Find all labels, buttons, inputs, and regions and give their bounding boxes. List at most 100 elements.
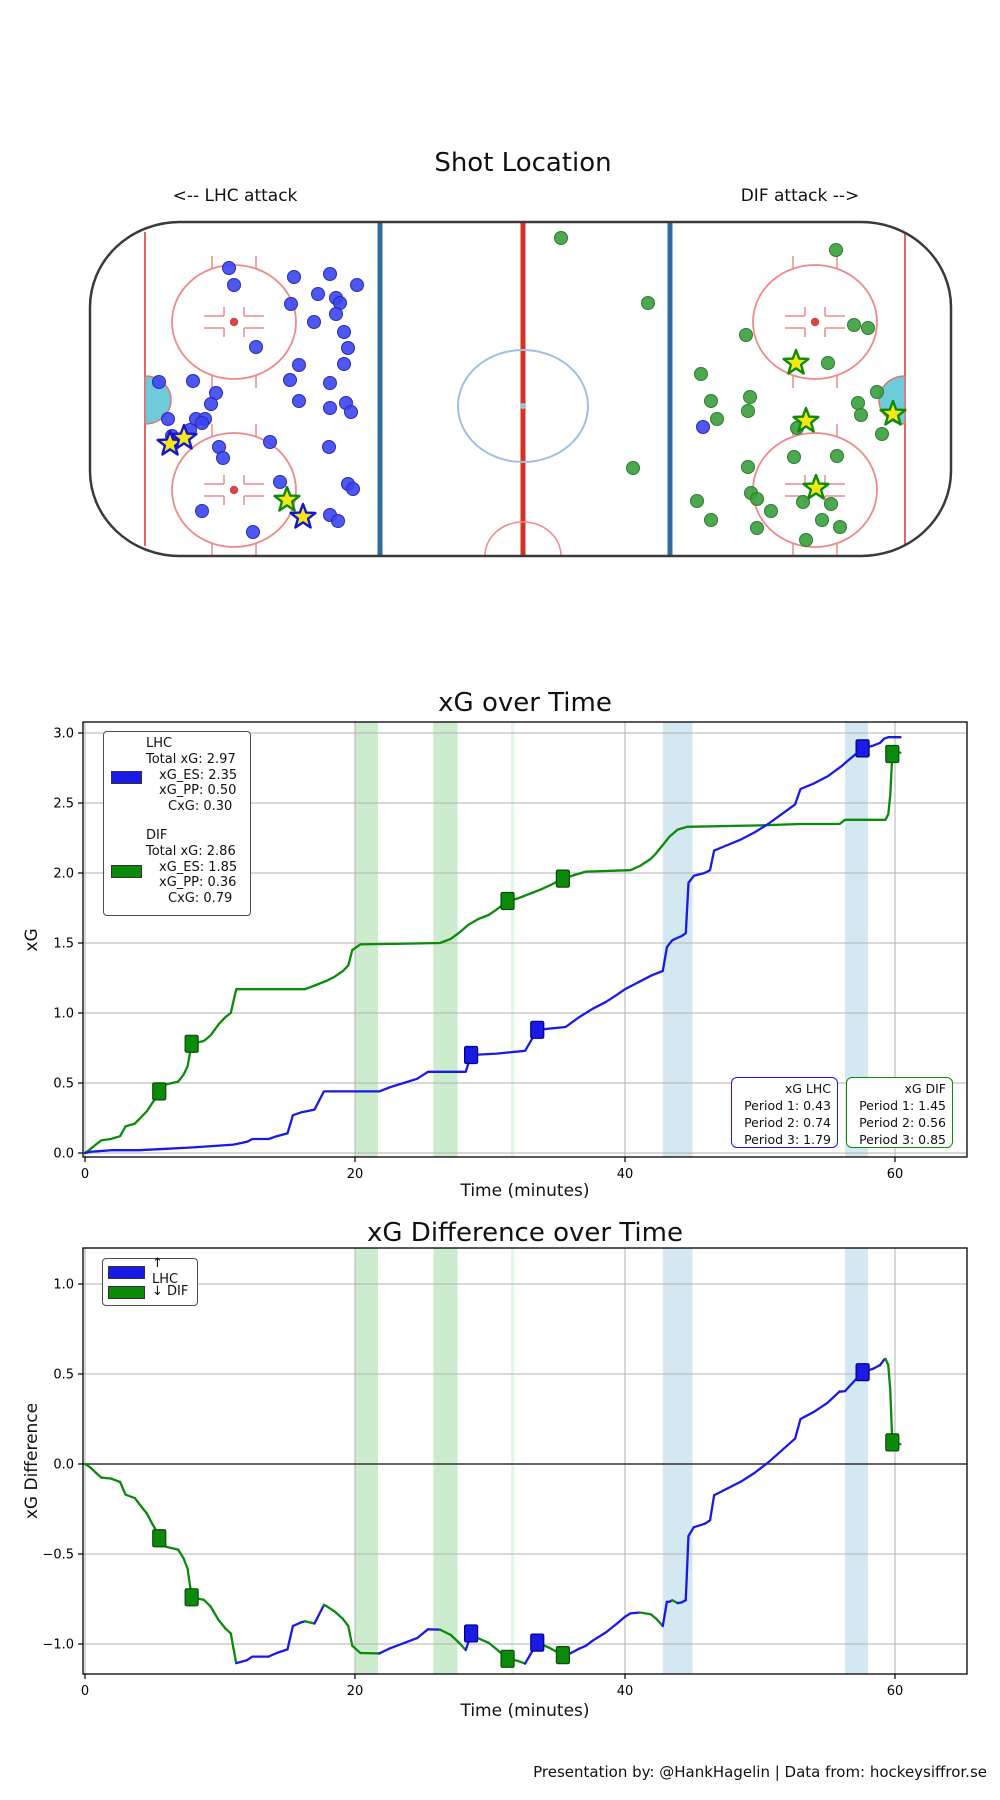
svg-text:20: 20 (347, 1684, 364, 1699)
lhc-shot-dot (161, 412, 175, 426)
lhc-shot-dot (350, 278, 364, 292)
dif-shot-dot (750, 521, 764, 535)
svg-text:0.0: 0.0 (53, 1458, 74, 1473)
xg-over-time-chart: 0 20 40 60 0.0 0.5 1.0 1.5 2.0 2.5 3.0 (53, 721, 968, 1182)
dif-goal-marker (555, 869, 571, 888)
rink-diagram (88, 220, 953, 558)
lhc-goal-marker (855, 739, 870, 758)
legend-lhc-es: xG_ES: 2.35 (159, 767, 238, 783)
lhc-shot-dot (311, 287, 325, 301)
dif-shot-dot (799, 533, 813, 547)
lhc-shot-dot (323, 376, 337, 390)
lhc-shot-dot (204, 397, 218, 411)
lhc-goal-star (170, 423, 198, 450)
lhc-period2: Period 2: 0.74 (744, 1115, 831, 1130)
dif-goal-marker (184, 1034, 199, 1053)
lhc-period3: Period 3: 1.79 (744, 1132, 831, 1147)
lhc-shot-dot (292, 394, 306, 408)
legend-lhc-cxg: CxG: 0.30 (168, 799, 233, 815)
lhc-shot-dot (337, 357, 351, 371)
legend-lhc-pp: xG_PP: 0.50 (159, 783, 237, 799)
lhc-up-swatch (108, 1265, 145, 1279)
lhc-shot-dot (195, 416, 209, 430)
dif-attack-label: DIF attack --> (740, 186, 860, 206)
chart1-xlabel: Time (minutes) (460, 1181, 590, 1201)
legend-dif-name: DIF (146, 827, 168, 843)
svg-text:40: 40 (617, 1167, 634, 1182)
xg-difference-chart: 0 20 40 60 1.0 0.5 0.0 −0.5 −1.0 (42, 1247, 968, 1699)
dif-shot-dot (626, 461, 640, 475)
chart2-title: xG Difference over Time (367, 1218, 683, 1248)
lhc-shot-dot (344, 405, 358, 419)
chart2-legend: ↑ LHC ↓ DIF (102, 1256, 198, 1306)
dif-shot-dot (851, 396, 865, 410)
svg-text:0.0: 0.0 (53, 1147, 74, 1162)
dif-shot-dot (741, 404, 755, 418)
lhc-shot-dot (341, 341, 355, 355)
dif-shot-dot (854, 408, 868, 422)
dif-shot-dot (787, 450, 801, 464)
legend-lhc-name: LHC (146, 736, 173, 751)
dif-goal-star (879, 399, 907, 426)
chart2-xlabel: Time (minutes) (460, 1701, 590, 1721)
chart2-ylabel: xG Difference (22, 1402, 42, 1520)
dif-legend-swatch (111, 865, 142, 878)
dif-shot-dot (847, 318, 861, 332)
lhc-shot-dot (249, 340, 263, 354)
dif-goal-marker (152, 1529, 167, 1548)
dif-shot-dot (861, 321, 875, 335)
lhc-legend-swatch (111, 771, 142, 784)
legend-lhc-total: Total xG: 2.97 (146, 751, 236, 767)
lhc-shot-dot (696, 420, 710, 434)
chart1-legend: LHC Total xG: 2.97 xG_ES: 2.35 xG_PP: 0.… (103, 731, 251, 916)
dif-shot-dot (704, 394, 718, 408)
chart1-title: xG over Time (438, 688, 612, 718)
svg-text:2.5: 2.5 (53, 797, 74, 812)
dif-goal-star (273, 485, 301, 512)
dif-shot-dot (641, 296, 655, 310)
lhc-period-xg-box: xG LHC Period 1: 0.43 Period 2: 0.74 Per… (731, 1077, 838, 1148)
lhc-goal-marker (530, 1020, 545, 1039)
lhc-shot-dot (323, 401, 337, 415)
svg-text:20: 20 (347, 1167, 364, 1182)
dif-period-xg-box: xG DIF Period 1: 1.45 Period 2: 0.56 Per… (846, 1077, 953, 1148)
lhc-shot-dot (307, 315, 321, 329)
lhc-shot-dot (346, 482, 360, 496)
lhc-shot-dot (329, 307, 343, 321)
lhc-shot-dot (186, 374, 200, 388)
dif-goal-star (802, 473, 830, 500)
dif-shot-dot (554, 231, 568, 245)
dif-goal-star (792, 406, 820, 433)
dif-shot-dot (796, 495, 810, 509)
dif-period-box-title: xG DIF (904, 1081, 946, 1096)
lhc-shot-dot (227, 278, 241, 292)
svg-text:1.0: 1.0 (53, 1007, 74, 1022)
dif-goal-marker (885, 744, 900, 764)
dif-goal-marker (152, 1082, 167, 1101)
legend-dif-cxg: CxG: 0.79 (168, 891, 233, 907)
dif-shot-dot (833, 520, 847, 534)
lhc-goal-star (289, 502, 317, 529)
dif-shot-dot (743, 390, 757, 404)
svg-text:0.5: 0.5 (53, 1368, 74, 1383)
dif-shot-dot (764, 504, 778, 518)
shot-location-title: Shot Location (434, 148, 612, 178)
dif-shot-dot (830, 449, 844, 463)
lhc-period-box-title: xG LHC (784, 1081, 831, 1096)
dif-shot-dot (739, 328, 753, 342)
lhc-shot-dot (246, 525, 260, 539)
dif-down-swatch (108, 1285, 145, 1299)
dif-period1: Period 1: 1.45 (859, 1098, 946, 1113)
lhc-shot-dot (263, 435, 277, 449)
lhc-shot-dot (195, 504, 209, 518)
svg-text:2.0: 2.0 (53, 867, 74, 882)
lhc-shot-dot (216, 451, 230, 465)
svg-text:−1.0: −1.0 (42, 1638, 74, 1653)
svg-text:60: 60 (887, 1167, 904, 1182)
lhc-goal-marker (530, 1633, 545, 1652)
dif-shot-dot (824, 497, 838, 511)
svg-text:0: 0 (81, 1167, 89, 1182)
dif-goal-marker (555, 1646, 571, 1665)
